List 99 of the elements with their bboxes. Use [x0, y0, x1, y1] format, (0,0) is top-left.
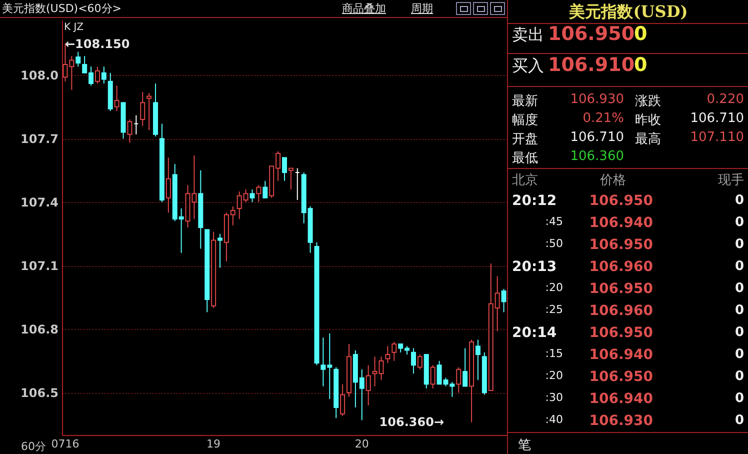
candlestick: [114, 85, 120, 112]
candlestick: [456, 366, 462, 394]
candlestick: [417, 354, 422, 370]
text: 0: [734, 215, 744, 230]
text: 106.710: [690, 111, 744, 126]
text: 现手: [718, 172, 744, 189]
x-tick-label: 19: [206, 438, 221, 450]
candlestick: [288, 168, 294, 190]
text: 幅度: [512, 112, 538, 129]
text: :30: [545, 391, 563, 404]
text: 106.710: [570, 130, 624, 145]
text: 涨跌: [635, 93, 661, 110]
text: 0: [734, 193, 744, 208]
annotation: ←108.150: [65, 37, 130, 51]
text: 0: [734, 413, 744, 428]
text: :40: [545, 413, 563, 426]
text: 卖出: [512, 25, 544, 46]
candlestick: [475, 339, 480, 380]
candlestick: [140, 91, 146, 126]
candlestick: [166, 157, 171, 214]
text: 0: [734, 259, 744, 274]
text: 106.940: [589, 347, 653, 363]
text: 106.930: [589, 413, 653, 429]
annotation: 106.360→: [379, 415, 444, 429]
text: 106.950: [589, 193, 653, 209]
x-axis-title: 60分: [21, 439, 46, 454]
text: 最高: [635, 131, 661, 148]
text: :50: [545, 237, 563, 250]
text: 107.110: [690, 130, 744, 145]
candlestick: [250, 188, 255, 203]
text: 106.940: [589, 215, 653, 231]
text: 106.950: [589, 237, 653, 253]
x-tick-label: 20: [354, 438, 369, 450]
text: 106.950: [589, 325, 653, 341]
candlestick: [366, 364, 371, 406]
y-tick-label: 106.5: [20, 386, 58, 400]
text: 周期: [411, 1, 433, 16]
text: 美元指数(USD): [568, 2, 689, 23]
text: 0: [734, 391, 744, 406]
text: 买入: [512, 56, 544, 77]
candlestick: [127, 119, 132, 144]
text: 106.930: [570, 92, 624, 107]
candlestick: [282, 157, 287, 182]
text: 北京: [512, 172, 538, 189]
candlestick: [430, 364, 436, 389]
candlestick: [101, 66, 106, 84]
text: 106.960: [589, 303, 653, 319]
text: 0: [734, 237, 744, 252]
y-tick-label: 107.1: [20, 259, 58, 274]
text: 0: [734, 325, 744, 340]
candlestick: [410, 348, 416, 374]
candlestick: [146, 92, 152, 131]
text: 106.360: [570, 149, 624, 164]
text: 20:12: [512, 193, 557, 209]
text: 笔: [518, 437, 531, 454]
text: 0: [634, 54, 648, 76]
candlestick: [256, 184, 262, 203]
text: 106.960: [589, 259, 653, 275]
text: 106.950: [589, 369, 653, 385]
y-tick-label: 107.4: [20, 196, 58, 210]
y-tick-label: 108.0: [20, 68, 58, 83]
text: 20:14: [512, 325, 557, 341]
candlestick: [462, 348, 468, 387]
text: 106.940: [589, 391, 653, 407]
text: 0: [734, 281, 744, 296]
text: 106.950: [589, 281, 653, 297]
text: 最新: [512, 93, 538, 110]
candlestick: [76, 51, 81, 68]
text: 商品叠加: [342, 1, 386, 16]
text: 开盘: [512, 131, 538, 148]
text: 0: [634, 23, 648, 45]
text: :45: [545, 215, 563, 228]
text: 106.910: [548, 54, 635, 76]
candlestick: [385, 346, 390, 364]
y-tick-label: 107.7: [20, 132, 58, 146]
text: :20: [545, 281, 563, 294]
text: 106.950: [548, 23, 635, 45]
text: 0: [734, 347, 744, 362]
annotation: K JZ: [64, 22, 84, 33]
text: 0: [734, 369, 744, 384]
text: 价格: [600, 172, 626, 189]
text: 20:13: [512, 259, 557, 275]
candlestick: [340, 384, 346, 416]
chart-title: 美元指数(USD)<60分>: [2, 1, 122, 16]
candlestick: [392, 341, 397, 362]
candlestick: [218, 233, 223, 268]
candlestick: [262, 180, 268, 198]
text: 昨收: [635, 112, 661, 129]
text: 0: [734, 303, 744, 318]
text: :15: [545, 347, 563, 360]
text: 0.220: [706, 92, 744, 107]
text: :25: [545, 303, 563, 316]
text: :20: [545, 369, 563, 382]
x-tick-label: 0716: [51, 438, 80, 450]
candlestick: [94, 66, 100, 84]
candlestick: [501, 288, 506, 313]
text: 最低: [512, 150, 538, 167]
y-tick-label: 106.8: [20, 322, 58, 337]
text: 0.21%: [582, 111, 624, 126]
